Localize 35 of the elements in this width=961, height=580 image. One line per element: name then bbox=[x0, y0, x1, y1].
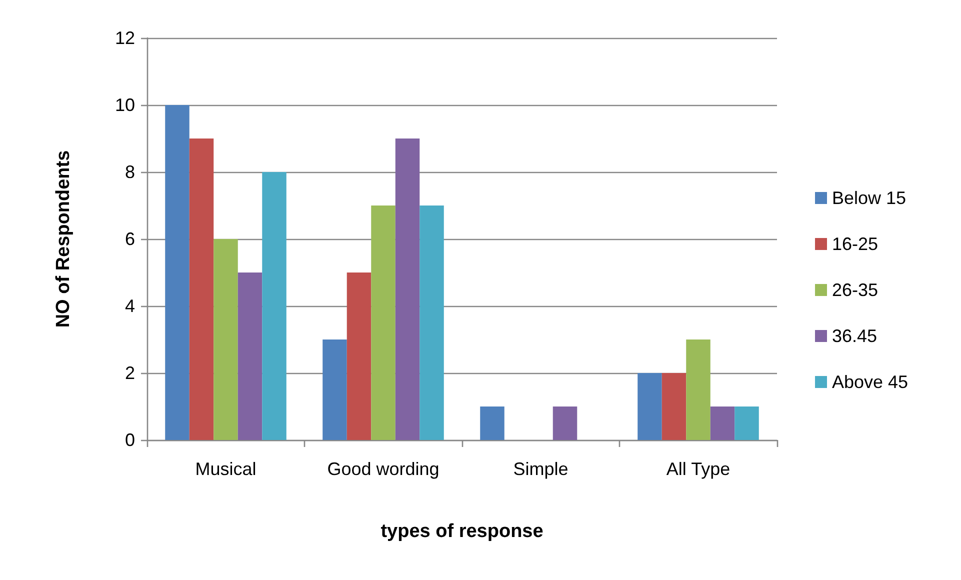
bar bbox=[371, 206, 396, 440]
y-tick-label: 4 bbox=[124, 296, 135, 316]
bar bbox=[686, 340, 710, 440]
bar bbox=[189, 138, 214, 440]
bar bbox=[322, 340, 347, 440]
y-tick-label: 8 bbox=[124, 162, 135, 182]
legend-label: Above 45 bbox=[832, 372, 908, 392]
legend-label: 16-25 bbox=[832, 234, 878, 254]
bar bbox=[346, 272, 372, 440]
legend-label: Below 15 bbox=[832, 188, 906, 208]
y-tick-label: 6 bbox=[124, 229, 135, 249]
bar bbox=[165, 105, 190, 440]
legend-label: 26-35 bbox=[832, 280, 878, 300]
bar bbox=[638, 373, 662, 440]
bar bbox=[710, 406, 735, 440]
x-tick-label: All Type bbox=[666, 459, 730, 479]
bar bbox=[262, 172, 286, 440]
y-axis-title: NO of Respondents bbox=[53, 150, 74, 328]
bar bbox=[480, 406, 504, 440]
bar bbox=[420, 206, 444, 440]
y-tick-label: 0 bbox=[124, 430, 135, 450]
bar bbox=[662, 373, 686, 440]
x-axis-title: types of response bbox=[380, 521, 544, 542]
y-tick-label: 12 bbox=[114, 28, 135, 48]
bar bbox=[734, 406, 759, 440]
y-tick-label: 10 bbox=[114, 95, 135, 115]
legend-label: 36.45 bbox=[832, 326, 878, 346]
x-tick-label: Simple bbox=[513, 459, 568, 479]
y-tick-label: 2 bbox=[124, 363, 135, 383]
bar bbox=[238, 272, 262, 440]
x-tick-label: Good wording bbox=[327, 459, 440, 479]
bar bbox=[214, 239, 238, 440]
bar bbox=[395, 138, 420, 440]
x-tick-label: Musical bbox=[195, 459, 256, 479]
bar bbox=[552, 406, 578, 440]
